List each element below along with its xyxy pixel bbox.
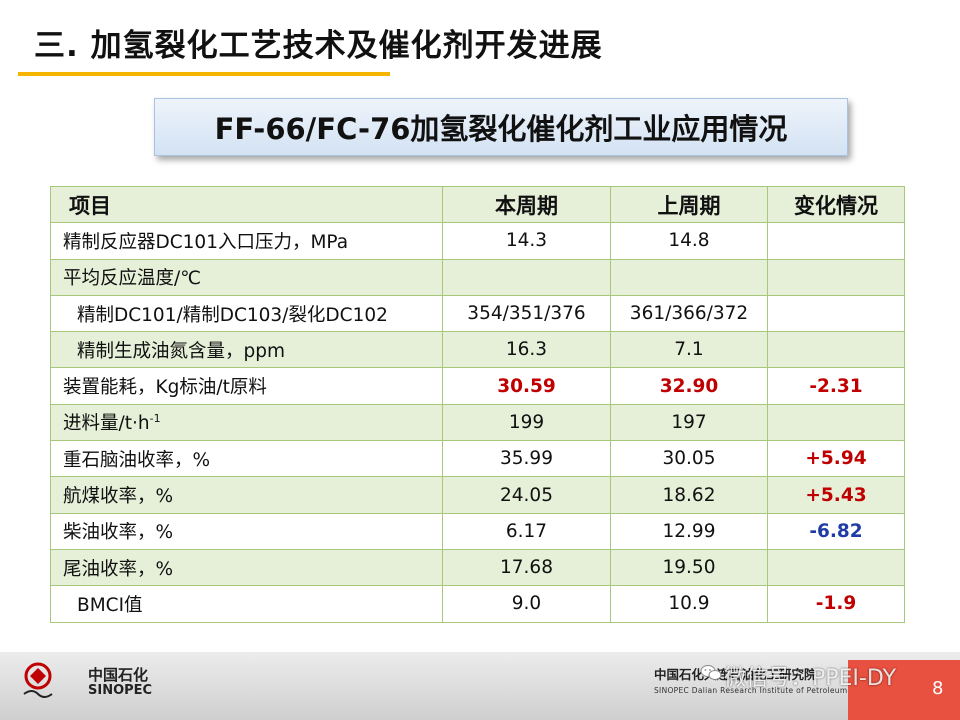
row-item: 精制生成油氮含量，ppm	[50, 331, 443, 369]
row-current: 354/351/376	[442, 294, 611, 333]
row-previous: 18.62	[610, 476, 768, 514]
header-change: 变化情况	[767, 185, 905, 224]
table-row: 装置能耗，Kg标油/t原料 30.59 32.90 -2.31	[50, 367, 905, 405]
row-previous: 30.05	[610, 440, 768, 478]
row-current: 17.68	[442, 548, 611, 587]
row-previous: 19.50	[610, 548, 768, 587]
row-item: 航煤收率，%	[50, 476, 443, 514]
red-corner-block	[848, 660, 960, 720]
row-previous	[610, 258, 768, 296]
row-item: 装置能耗，Kg标油/t原料	[50, 367, 443, 405]
table-header-row: 项目 本周期 上周期 变化情况	[50, 185, 905, 224]
table-row: 柴油收率，% 6.17 12.99 -6.82	[50, 512, 905, 550]
row-item: 尾油收率，%	[50, 548, 443, 587]
table-row: 航煤收率，% 24.05 18.62 +5.43	[50, 476, 905, 514]
row-change	[767, 331, 905, 369]
table-row: 进料量/t·h-1 199 197	[50, 403, 905, 442]
row-change: -1.9	[767, 585, 905, 623]
sinopec-logo-icon	[23, 662, 53, 698]
row-previous: 12.99	[610, 512, 768, 550]
title-underline	[18, 72, 390, 76]
row-item-with-sup: 进料量/t·h-1	[50, 403, 443, 442]
row-previous: 197	[610, 403, 768, 442]
slide-title: 三. 加氢裂化工艺技术及催化剂开发进展	[34, 28, 603, 64]
row-change: +5.43	[767, 476, 905, 514]
table-row: BMCI值 9.0 10.9 -1.9	[50, 585, 905, 623]
row-current	[442, 258, 611, 296]
row-change: +5.94	[767, 440, 905, 478]
row-current: 35.99	[442, 440, 611, 478]
row-current: 14.3	[442, 222, 611, 260]
row-item: BMCI值	[50, 585, 443, 623]
row-change: -2.31	[767, 367, 905, 405]
table-row: 尾油收率，% 17.68 19.50	[50, 548, 905, 587]
row-item-superscript: -1	[149, 412, 161, 426]
data-table: 项目 本周期 上周期 变化情况 精制反应器DC101入口压力，MPa 14.3 …	[50, 185, 905, 623]
table-row: 精制生成油氮含量，ppm 16.3 7.1	[50, 331, 905, 369]
table-row: 精制DC101/精制DC103/裂化DC102 354/351/376 361/…	[50, 294, 905, 333]
row-change	[767, 222, 905, 260]
watermark-text: 微信号：PPEI-DY	[724, 666, 897, 691]
row-current: 6.17	[442, 512, 611, 550]
row-item: 重石脑油收率，%	[50, 440, 443, 478]
row-item: 精制反应器DC101入口压力，MPa	[50, 222, 443, 260]
row-current: 16.3	[442, 331, 611, 369]
row-current: 30.59	[442, 367, 611, 405]
row-item: 精制DC101/精制DC103/裂化DC102	[50, 294, 443, 333]
row-change: -6.82	[767, 512, 905, 550]
row-current: 24.05	[442, 476, 611, 514]
row-previous: 361/366/372	[610, 294, 768, 333]
row-previous: 32.90	[610, 367, 768, 405]
table-row: 平均反应温度/℃	[50, 258, 905, 296]
row-previous: 7.1	[610, 331, 768, 369]
row-previous: 14.8	[610, 222, 768, 260]
logo-en: SINOPEC	[88, 683, 153, 698]
row-item: 平均反应温度/℃	[50, 258, 443, 296]
row-item: 柴油收率，%	[50, 512, 443, 550]
table-row: 精制反应器DC101入口压力，MPa 14.3 14.8	[50, 222, 905, 260]
row-change	[767, 403, 905, 442]
footer-bar	[0, 652, 960, 720]
table-row: 重石脑油收率，% 35.99 30.05 +5.94	[50, 440, 905, 478]
row-change	[767, 294, 905, 333]
row-current: 199	[442, 403, 611, 442]
row-item-text: 进料量/t·h	[63, 413, 150, 435]
header-current: 本周期	[442, 185, 611, 224]
page-number: 8	[932, 678, 944, 699]
row-current: 9.0	[442, 585, 611, 623]
institute-cn: 中国石化大连石油化工研究院	[654, 667, 817, 682]
header-item: 项目	[50, 185, 443, 224]
banner-title: FF-66/FC-76加氢裂化催化剂工业应用情况	[154, 98, 848, 156]
row-previous: 10.9	[610, 585, 768, 623]
logo-cn: 中国石化	[88, 666, 149, 684]
header-previous: 上周期	[610, 185, 768, 224]
institute-en: SINOPEC Dalian Research Institute of Pet…	[654, 686, 929, 695]
wechat-icon	[700, 665, 722, 680]
row-change	[767, 548, 905, 587]
row-change	[767, 258, 905, 296]
